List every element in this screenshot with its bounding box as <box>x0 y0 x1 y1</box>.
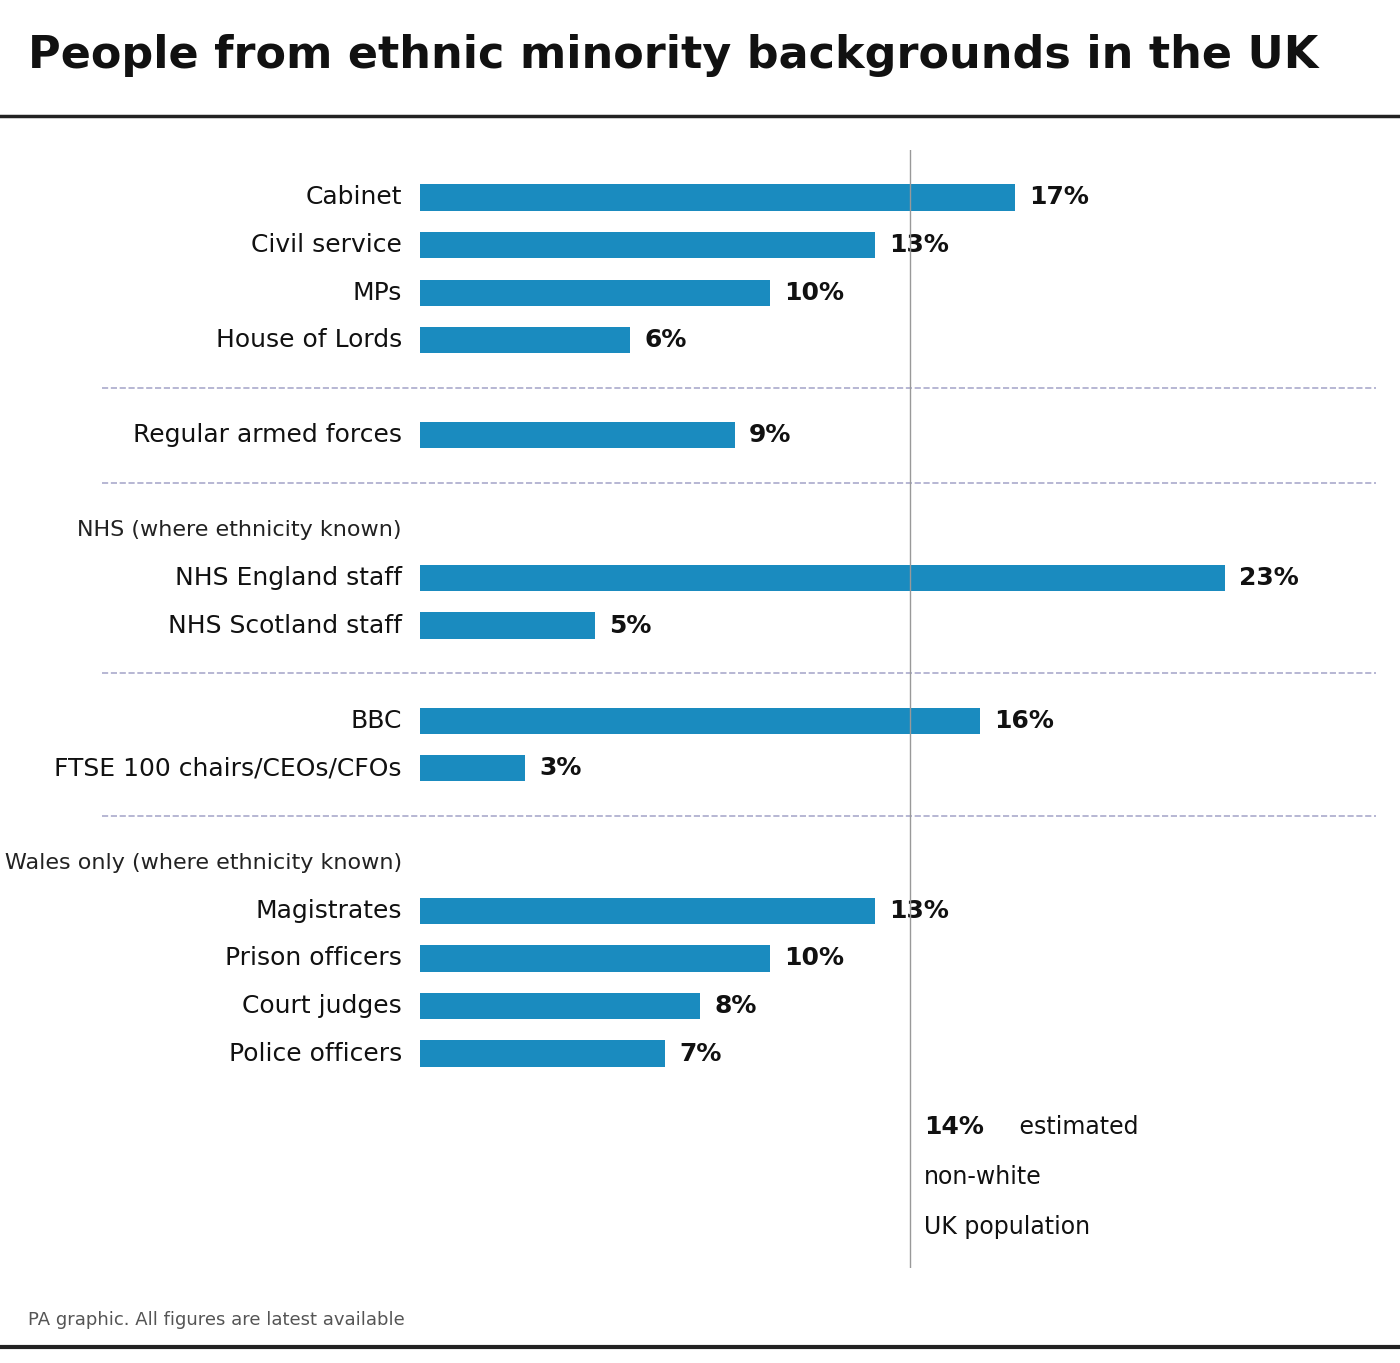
Text: 3%: 3% <box>539 756 581 780</box>
Text: NHS (where ethnicity known): NHS (where ethnicity known) <box>77 521 402 540</box>
Text: 13%: 13% <box>889 898 949 923</box>
Text: estimated: estimated <box>1011 1115 1138 1139</box>
Text: 7%: 7% <box>679 1041 721 1066</box>
Text: House of Lords: House of Lords <box>216 328 402 352</box>
Bar <box>420 946 770 972</box>
Text: Magistrates: Magistrates <box>255 898 402 923</box>
Bar <box>420 612 595 639</box>
Text: Regular armed forces: Regular armed forces <box>133 424 402 447</box>
Text: MPs: MPs <box>353 281 402 304</box>
Text: NHS England staff: NHS England staff <box>175 566 402 590</box>
Bar <box>420 423 735 448</box>
Text: UK population: UK population <box>924 1216 1091 1239</box>
Bar <box>420 707 980 733</box>
Text: BBC: BBC <box>350 709 402 733</box>
Text: 17%: 17% <box>1029 185 1089 210</box>
Text: 13%: 13% <box>889 233 949 258</box>
Bar <box>420 279 770 305</box>
Text: People from ethnic minority backgrounds in the UK: People from ethnic minority backgrounds … <box>28 34 1319 78</box>
Text: Court judges: Court judges <box>242 994 402 1018</box>
Bar <box>420 992 700 1020</box>
Text: Police officers: Police officers <box>228 1041 402 1066</box>
Text: NHS Scotland staff: NHS Scotland staff <box>168 613 402 638</box>
Text: England & Wales only (where ethnicity known): England & Wales only (where ethnicity kn… <box>0 853 402 874</box>
Text: Civil service: Civil service <box>251 233 402 258</box>
Text: PA graphic. All figures are latest available: PA graphic. All figures are latest avail… <box>28 1311 405 1329</box>
Text: non-white: non-white <box>924 1165 1042 1190</box>
Text: FTSE 100 chairs/CEOs/CFOs: FTSE 100 chairs/CEOs/CFOs <box>55 756 402 780</box>
Text: 10%: 10% <box>784 946 844 970</box>
Text: Cabinet: Cabinet <box>305 185 402 210</box>
Text: Prison officers: Prison officers <box>225 946 402 970</box>
Text: 9%: 9% <box>749 424 791 447</box>
Bar <box>420 232 875 258</box>
Text: 8%: 8% <box>714 994 756 1018</box>
Text: 14%: 14% <box>924 1115 984 1139</box>
Bar <box>420 327 630 353</box>
Text: 23%: 23% <box>1239 566 1299 590</box>
Bar <box>420 1040 665 1067</box>
Text: 16%: 16% <box>994 709 1054 733</box>
Text: 5%: 5% <box>609 613 651 638</box>
Bar <box>420 564 1225 592</box>
Text: 6%: 6% <box>644 328 686 352</box>
Text: 10%: 10% <box>784 281 844 304</box>
Bar <box>420 184 1015 210</box>
Bar <box>420 898 875 924</box>
Bar <box>420 755 525 781</box>
